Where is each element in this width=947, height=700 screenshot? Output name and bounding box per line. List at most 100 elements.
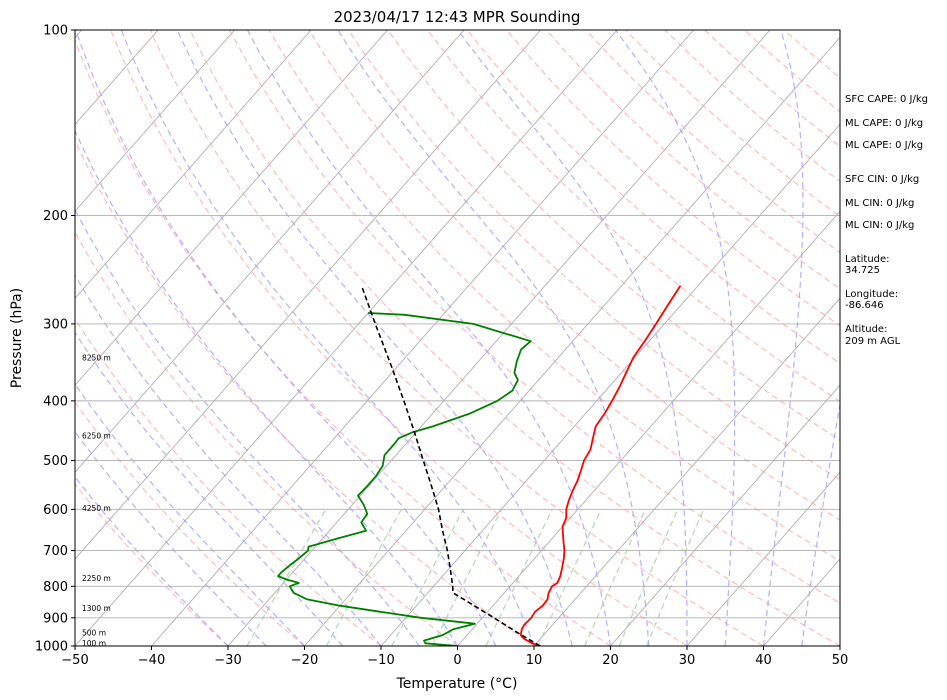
y-tick-label: 300 (43, 317, 68, 332)
dry-adiabat-line (308, 30, 840, 521)
isotherm-line (533, 297, 840, 646)
x-tick-label: −30 (214, 653, 241, 668)
x-tick-label: −40 (138, 653, 165, 668)
ml-cape-text: ML CAPE: 0 J/kg (845, 118, 923, 129)
dry-adiabat-line (110, 30, 688, 646)
sounding-annotations: SFC CAPE: 0 J/kg ML CAPE: 0 J/kg ML CAPE… (845, 94, 928, 347)
moist-adiabat-line (75, 208, 420, 646)
dry-adiabat-line (149, 30, 764, 646)
isotherm-line (0, 30, 5, 646)
isotherm-line (75, 30, 465, 473)
dry-adiabat-line (427, 30, 840, 403)
mixing-ratio-line (618, 509, 679, 646)
x-axis-ticks: −50 −40 −30 −20 −10 0 10 20 30 40 50 (61, 646, 848, 668)
dry-adiabat-line (75, 139, 535, 646)
dry-adiabat-line (75, 38, 611, 646)
longitude-value: -86.646 (845, 300, 884, 311)
height-label: 1300 m (82, 604, 111, 613)
x-axis-label: Temperature (°C) (396, 676, 518, 692)
dry-adiabat-line (268, 30, 840, 562)
isotherm-line (227, 30, 771, 646)
moist-adiabat-line (75, 382, 305, 646)
mixing-ratio-line (391, 509, 464, 646)
longitude-label: Longitude: (845, 289, 898, 300)
isotherm-line (75, 30, 618, 646)
mixing-ratio-line (246, 508, 327, 646)
x-tick-label: −50 (61, 653, 88, 668)
isotherm-line (380, 123, 840, 646)
isotherm-line (151, 30, 694, 646)
height-label: 2250 m (82, 574, 111, 583)
x-tick-label: 0 (453, 653, 461, 668)
isotherm-line (457, 210, 840, 646)
moist-adiabat-line (246, 30, 612, 646)
background-lines (0, 30, 840, 646)
y-tick-label: 200 (43, 209, 68, 224)
y-tick-label: 500 (43, 454, 68, 469)
isotherm-line (75, 30, 235, 213)
height-label: 4250 m (82, 504, 111, 513)
moist-adiabat-line (762, 30, 804, 646)
moist-adiabat-line (75, 30, 497, 646)
dry-adiabat-line (75, 483, 229, 646)
x-tick-label: 30 (679, 653, 696, 668)
isotherm-line (75, 30, 541, 560)
moist-adiabat-line (75, 129, 459, 646)
moist-adiabat-line (457, 30, 688, 646)
latitude-label: Latitude: (845, 254, 890, 265)
height-label: 8250 m (82, 353, 111, 362)
parcel-line (360, 285, 541, 646)
moist-adiabat-line (615, 30, 736, 646)
mu-cape-text: ML CAPE: 0 J/kg (845, 140, 923, 151)
sfc-cape-text: SFC CAPE: 0 J/kg (845, 94, 928, 105)
y-tick-label: 800 (43, 580, 68, 595)
isotherm-line (304, 36, 840, 646)
moist-adiabat-line (75, 430, 267, 646)
mixing-ratio-line (325, 509, 402, 646)
moist-adiabat-line (120, 30, 535, 646)
sfc-cin-text: SFC CIN: 0 J/kg (845, 174, 919, 185)
y-tick-label: 1000 (35, 640, 68, 655)
mu-cin-text: ML CIN: 0 J/kg (845, 220, 914, 231)
isotherm-line (75, 30, 312, 299)
isotherm-line (686, 471, 840, 646)
altitude-value: 209 m AGL (845, 336, 901, 347)
y-tick-label: 400 (43, 394, 68, 409)
sounding-series (277, 285, 682, 646)
dewpoint-line (277, 312, 532, 646)
dry-adiabat-line (189, 30, 840, 646)
dry-adiabat-line (228, 30, 840, 604)
isotherm-line (75, 30, 388, 386)
plot-frame (74, 29, 841, 647)
y-axis-ticks: 1000 900 800 700 600 500 400 300 200 100 (35, 24, 75, 655)
mixing-ratio-line (646, 509, 705, 646)
dry-adiabat-line (347, 30, 840, 481)
latitude-value: 34.725 (845, 265, 880, 276)
y-axis-label: Pressure (hPa) (9, 288, 25, 388)
y-tick-label: 600 (43, 503, 68, 518)
y-tick-label: 100 (43, 24, 68, 39)
dry-adiabat-line (545, 30, 840, 290)
x-tick-label: −20 (291, 653, 318, 668)
x-tick-label: 10 (526, 653, 543, 668)
chart-title: 2023/04/17 12:43 MPR Sounding (334, 8, 581, 26)
height-label: 500 m (82, 629, 106, 638)
mixing-ratio-line (431, 509, 503, 646)
mixing-ratio-line (485, 509, 553, 646)
dry-adiabat-line (387, 30, 840, 441)
altitude-label: Altitude: (845, 324, 887, 335)
y-tick-label: 900 (43, 611, 68, 626)
height-label: 6250 m (82, 431, 111, 440)
x-tick-label: 20 (602, 653, 619, 668)
moist-adiabat-line (176, 30, 573, 646)
temperature-line (519, 285, 682, 646)
moist-adiabat-line (75, 475, 229, 646)
x-tick-label: 40 (755, 653, 772, 668)
pressure-gridlines (75, 30, 840, 646)
mixing-ratio-line (537, 509, 602, 646)
moist-adiabat-line (337, 30, 650, 646)
x-tick-label: 50 (832, 653, 849, 668)
isotherm-line (610, 384, 840, 646)
